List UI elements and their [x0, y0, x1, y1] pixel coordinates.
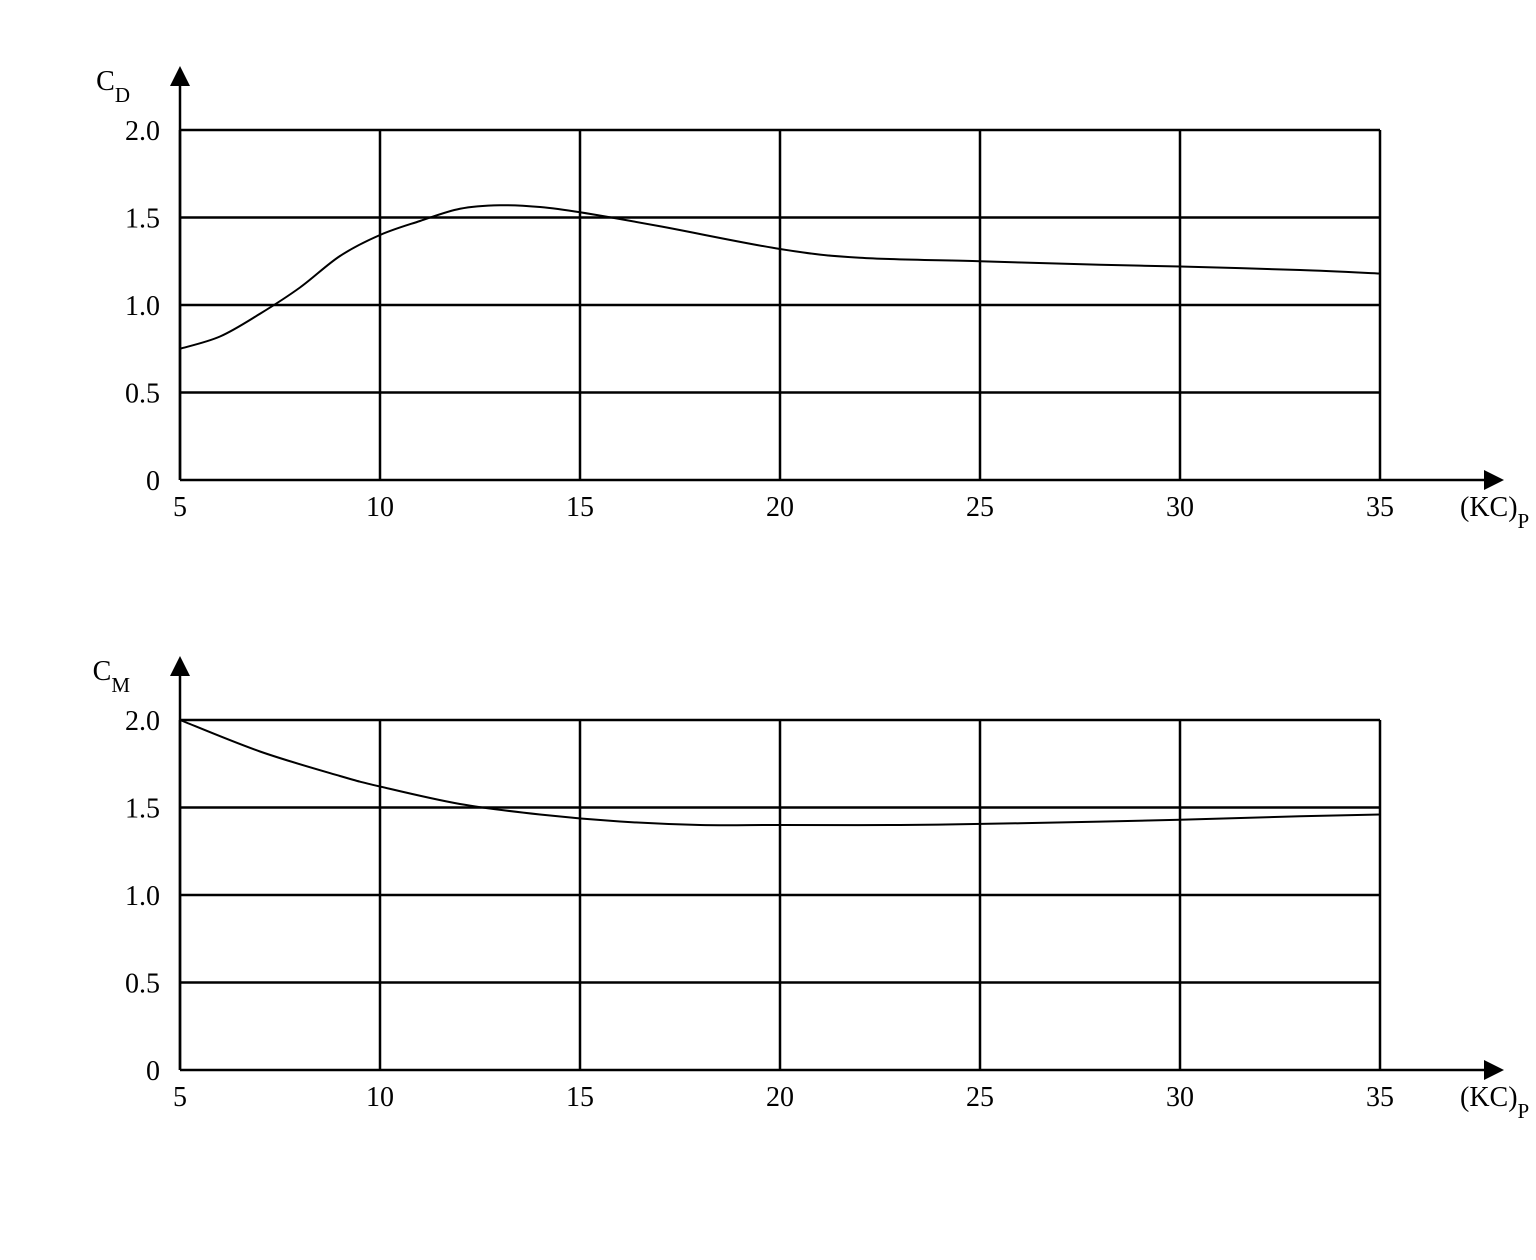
y-tick-label: 1.0 [125, 291, 160, 322]
y-tick-label: 1.0 [125, 881, 160, 912]
x-tick-label: 15 [566, 492, 594, 523]
x-tick-label: 35 [1366, 492, 1394, 523]
y-axis-label: CD [96, 66, 130, 107]
y-tick-label: 2.0 [125, 706, 160, 737]
cm-chart-svg: 5 10 15 20 25 30 35 0 0.5 1.0 1.5 2.0 CM (KC)P [40, 630, 1536, 1140]
x-tick-label: 25 [966, 492, 994, 523]
y-tick-label: 1.5 [125, 794, 160, 825]
cd-chart-svg: 5 10 15 20 25 30 35 0 0.5 1.0 1.5 2.0 CD (KC)P [40, 40, 1536, 550]
x-tick-label: 15 [566, 1082, 594, 1113]
y-tick-label: 0.5 [125, 379, 160, 410]
x-tick-label: 5 [173, 492, 187, 523]
y-tick-label: 0 [146, 466, 160, 497]
y-tick-label: 1.5 [125, 204, 160, 235]
x-tick-label: 5 [173, 1082, 187, 1113]
x-tick-label: 20 [766, 1082, 794, 1113]
x-tick-label: 30 [1166, 492, 1194, 523]
x-axis-label: (KC)P [1460, 1082, 1529, 1123]
y-tick-label: 0.5 [125, 969, 160, 1000]
cm-chart: 510152025303500.51.01.52.0CM(KC)P [40, 630, 1496, 1140]
y-tick-label: 2.0 [125, 116, 160, 147]
x-tick-label: 10 [366, 1082, 394, 1113]
x-tick-label: 10 [366, 492, 394, 523]
y-tick-label: 0 [146, 1056, 160, 1087]
cd-chart: 510152025303500.51.01.52.0CD(KC)P [40, 40, 1496, 550]
x-tick-label: 25 [966, 1082, 994, 1113]
x-tick-label: 35 [1366, 1082, 1394, 1113]
x-tick-label: 20 [766, 492, 794, 523]
x-tick-label: 30 [1166, 1082, 1194, 1113]
y-axis-label: CM [93, 656, 131, 697]
x-axis-label: (KC)P [1460, 492, 1529, 533]
